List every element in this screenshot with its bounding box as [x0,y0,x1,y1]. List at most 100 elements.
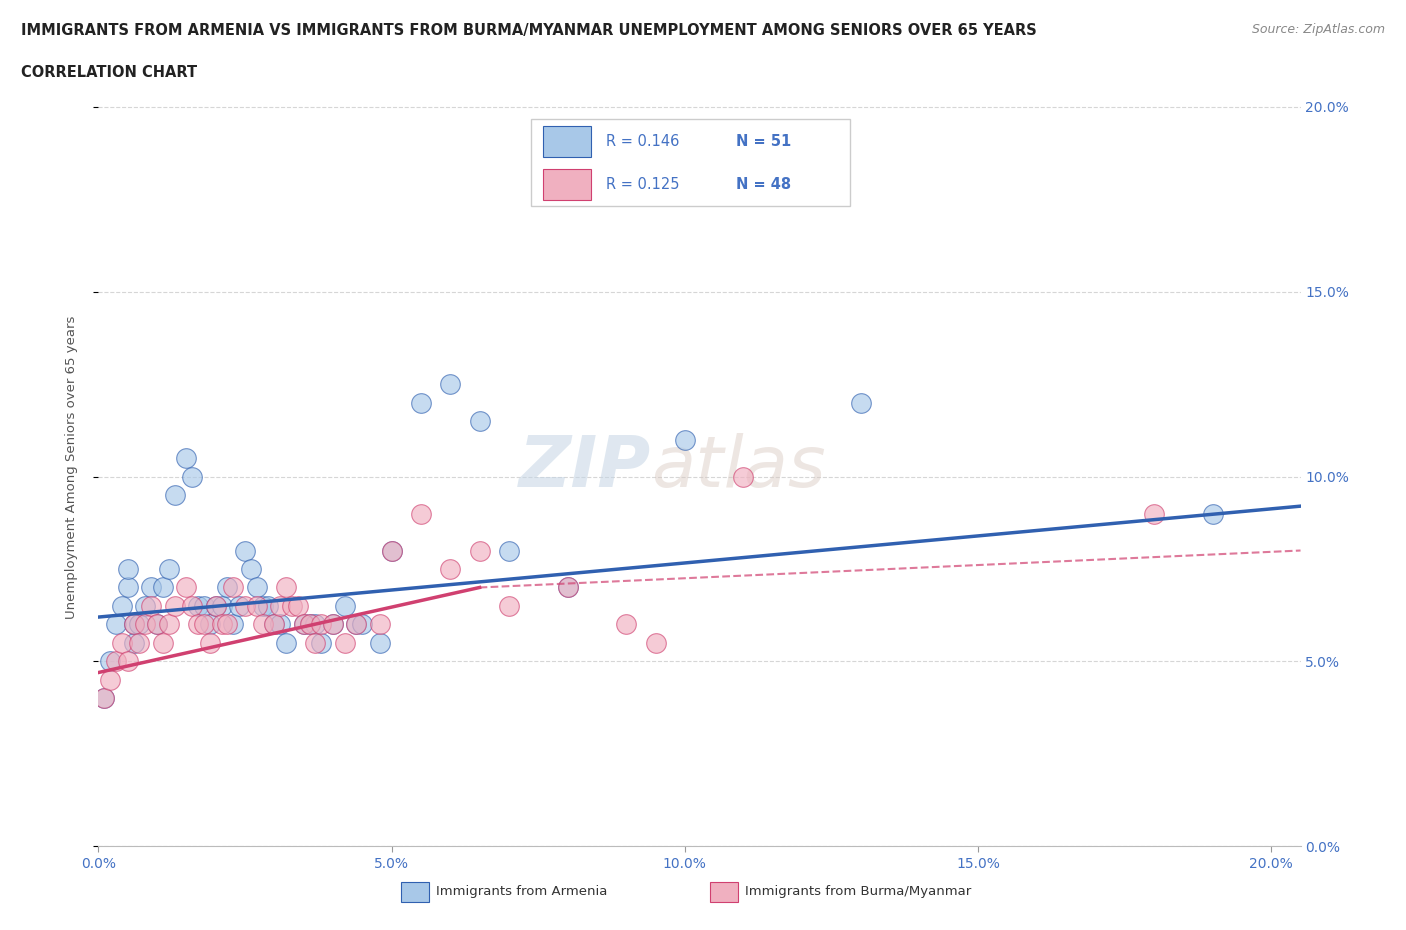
Y-axis label: Unemployment Among Seniors over 65 years: Unemployment Among Seniors over 65 years [65,315,77,619]
Point [98,672,121,687]
Point [211,599,233,614]
Point [152,635,174,650]
Point [322,617,344,631]
Point [204,599,226,614]
FancyBboxPatch shape [543,169,592,200]
Point [176,451,198,466]
Text: IMMIGRANTS FROM ARMENIA VS IMMIGRANTS FROM BURMA/MYANMAR UNEMPLOYMENT AMONG SENI: IMMIGRANTS FROM ARMENIA VS IMMIGRANTS FR… [21,23,1036,38]
Point [304,635,326,650]
FancyBboxPatch shape [543,126,592,156]
Point [468,414,491,429]
Point [187,617,209,631]
Point [204,599,226,614]
Point [117,562,139,577]
Text: ZIP: ZIP [519,432,651,502]
Point [233,543,256,558]
Point [181,469,204,484]
Point [181,599,204,614]
Point [309,635,332,650]
Point [105,654,128,669]
Point [239,562,262,577]
Point [409,506,432,521]
Point [439,377,461,392]
Point [498,543,520,558]
Point [263,617,285,631]
Point [557,580,579,595]
Point [346,617,368,631]
Point [176,580,198,595]
Text: R = 0.146: R = 0.146 [606,134,679,149]
Point [105,617,128,631]
Text: atlas: atlas [651,432,825,502]
Text: R = 0.125: R = 0.125 [606,177,679,193]
Text: CORRELATION CHART: CORRELATION CHART [21,65,197,80]
Point [146,617,169,631]
Point [93,691,115,706]
Point [292,617,315,631]
Point [269,617,291,631]
Point [157,562,180,577]
Point [409,395,432,410]
Point [557,580,579,595]
Point [614,617,637,631]
Point [152,580,174,595]
Point [246,599,269,614]
Point [292,617,315,631]
Point [333,599,356,614]
Point [217,580,239,595]
Point [439,562,461,577]
Point [246,580,269,595]
Point [298,617,321,631]
Point [93,691,115,706]
FancyBboxPatch shape [531,119,849,206]
Text: Immigrants from Armenia: Immigrants from Armenia [436,885,607,898]
Point [128,635,150,650]
Point [98,654,121,669]
Point [287,599,309,614]
Point [274,635,297,650]
Point [333,635,356,650]
Point [498,599,520,614]
Point [187,599,209,614]
Point [134,617,156,631]
Point [644,635,666,650]
Point [141,599,163,614]
Point [117,580,139,595]
Point [322,617,344,631]
Point [252,599,274,614]
Point [193,599,215,614]
Point [346,617,368,631]
Point [198,617,221,631]
Point [257,599,280,614]
Point [141,580,163,595]
FancyBboxPatch shape [710,882,738,902]
Point [211,617,233,631]
Point [122,617,145,631]
Point [111,635,134,650]
Text: Immigrants from Burma/Myanmar: Immigrants from Burma/Myanmar [745,885,972,898]
Point [1143,506,1166,521]
Point [134,599,156,614]
Point [263,617,285,631]
Point [733,469,755,484]
Point [163,599,186,614]
Point [381,543,404,558]
Point [381,543,404,558]
Point [146,617,169,631]
Point [274,580,297,595]
Point [122,617,145,631]
Point [193,617,215,631]
Point [128,617,150,631]
Point [233,599,256,614]
Point [228,599,250,614]
Point [1201,506,1223,521]
Text: N = 48: N = 48 [735,177,790,193]
Point [198,635,221,650]
Point [281,599,304,614]
Point [122,635,145,650]
Point [222,580,245,595]
Point [298,617,321,631]
Point [163,487,186,502]
Point [157,617,180,631]
Point [217,617,239,631]
